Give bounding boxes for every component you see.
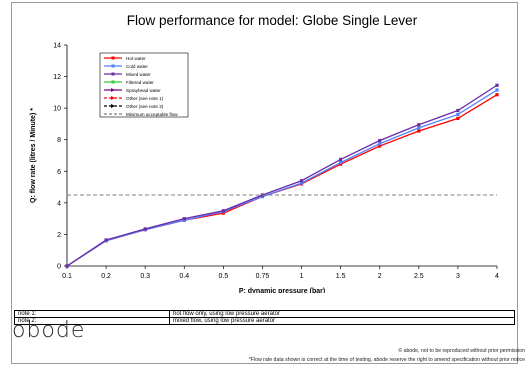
x-tick-label: 1.5 [336,273,346,280]
data-point [339,161,343,165]
legend-marker [111,56,115,60]
data-point [378,144,382,148]
data-point [417,129,421,133]
data-point [182,217,186,221]
data-point [221,209,225,213]
legend-marker [111,64,115,68]
y-tick-label: 0 [57,264,61,271]
x-tick-label: 0.1 [62,273,72,280]
y-tick-label: 12 [53,74,61,81]
x-tick-label: 3 [456,273,460,280]
note-1-text: hot flow only, using low pressure aerato… [169,311,280,317]
y-tick-label: 2 [57,232,61,239]
legend-item: Hot water [104,56,146,61]
legend-item: Cold water [104,64,148,69]
x-axis-label: P: dynamic pressure (bar) [239,288,325,293]
data-point [378,138,382,143]
y-tick-label: 10 [53,106,61,113]
data-point [299,179,304,183]
x-tick-label: 0.4 [179,273,189,280]
data-point [495,88,499,92]
legend-item: Filtered water [104,80,154,85]
x-tick-label: 2.5 [414,273,424,280]
legend-label: Minimum acceptable flow [126,112,178,117]
x-tick-label: 4 [495,273,499,280]
x-tick-label: 0.5 [218,273,228,280]
legend-label: Other (see note 1) [126,96,164,101]
legend-marker [111,88,115,92]
x-tick-label: 1 [300,273,304,280]
data-point [339,157,343,162]
x-tick-label: 2 [378,273,382,280]
legend-item: Mixed water [104,72,151,77]
legend: Hot water Cold water Mixed water Filtered w… [99,52,189,118]
data-point [104,238,108,242]
legend-item: Other (see note 1) [104,96,164,101]
flow-chart: Flow performance for model: Globe Single… [30,13,499,293]
abode-logo: obode [12,318,86,343]
legend-item: Other (see note 2) [104,104,164,109]
legend-marker [111,72,115,76]
chart-title: Flow performance for model: Globe Single… [127,13,418,28]
y-tick-label: 14 [53,43,61,50]
x-tick-label: 0.3 [140,273,150,280]
footer-copyright: © abode, not to be reproduced without pr… [398,348,525,354]
data-point [299,181,304,185]
legend-label: Filtered water [126,80,154,85]
legend-marker [111,80,115,84]
x-tick-label: 0.2 [101,273,111,280]
data-point [495,93,499,97]
data-point [143,227,147,231]
legend-marker [111,104,115,108]
note-2-label: note 2: [18,318,37,324]
y-tick-label: 4 [57,200,61,207]
note-1-label: note 1: [18,311,37,317]
data-point [495,83,499,87]
footer-disclaimer: *Flow rate data shown is correct at the … [248,357,525,363]
chart-frame: Flow performance for model: Globe Single… [11,2,518,364]
note-2-text: mixed flow, using low pressure aerator [169,318,275,324]
data-point [378,142,382,146]
data-point [417,126,421,130]
legend-item: Minimum acceptable flow [104,112,178,117]
legend-label: Other (see note 2) [126,104,164,109]
data-point [65,264,69,268]
x-tick-label: 0.75 [256,273,270,280]
legend-item: Sprayhead water [104,88,161,93]
data-point [456,116,460,121]
y-tick-label: 8 [57,137,61,144]
legend-label: Cold water [126,64,148,69]
legend-label: Sprayhead water [126,88,161,93]
note-2-row: note 2: mixed flow, using low pressure a… [14,317,515,325]
series-line [66,89,498,267]
y-axis-label: Q: flow rate (litres / Minute) * [30,108,37,203]
data-point [456,108,460,113]
legend-label: Hot water [126,56,146,61]
legend-marker [111,96,115,100]
legend-label: Mixed water [126,72,151,77]
data-point [456,112,460,117]
data-point [417,123,421,127]
y-tick-label: 6 [57,169,61,176]
series-line [66,84,498,267]
